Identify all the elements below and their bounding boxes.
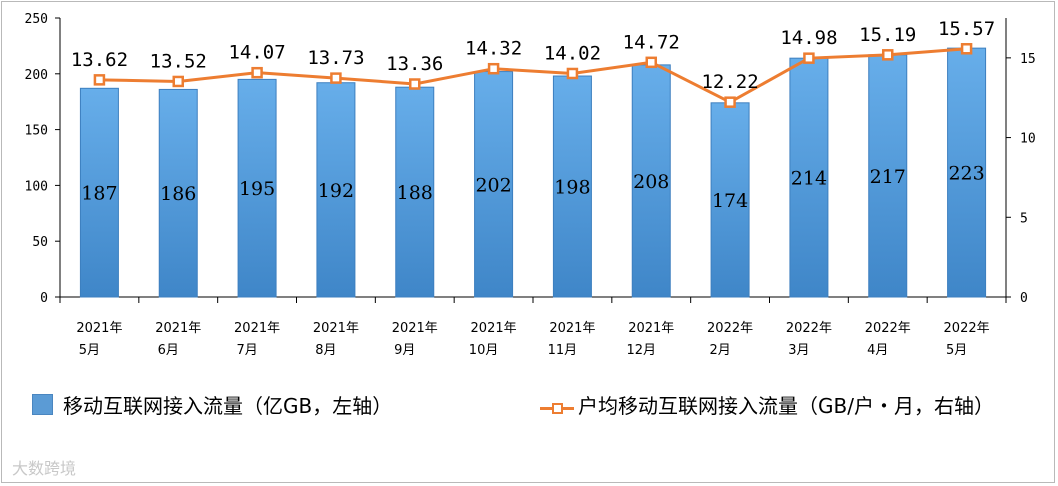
y-left-tick-label: 250 [25, 12, 48, 27]
line-value-label: 14.32 [465, 38, 522, 60]
line-value-label: 13.52 [150, 50, 207, 72]
x-category-label: 2021年 10月 [469, 321, 517, 358]
line-value-label: 14.02 [544, 42, 601, 64]
bar-value-label: 217 [870, 166, 906, 188]
y-left-tick-label: 150 [25, 124, 48, 139]
line-value-label: 14.98 [780, 27, 837, 49]
y-right-tick-label: 5 [1020, 211, 1028, 226]
bar [552, 75, 592, 298]
y-left-tick-label: 0 [40, 291, 48, 306]
y-left-tick-label: 50 [32, 235, 48, 250]
x-category-label: 2021年 5月 [76, 321, 122, 358]
line-point [566, 67, 579, 80]
line-point [487, 62, 500, 75]
line-value-label: 14.07 [228, 42, 285, 64]
legend-item-line: 户均移动互联网接入流量（GB/户・月，右轴） [540, 390, 1020, 422]
bar-value-label: 208 [633, 171, 669, 193]
x-category-label: 2022年 2月 [707, 321, 753, 358]
bar-value-label: 192 [318, 180, 354, 202]
legend-bar-label: 移动互联网接入流量（亿GB，左轴） [63, 394, 393, 418]
legend-item-bar: 移动互联网接入流量（亿GB，左轴） [32, 390, 392, 419]
line-value-label: 13.36 [386, 53, 443, 75]
y-left-tick-label: 100 [25, 179, 48, 194]
legend-bar-swatch [32, 394, 53, 415]
line-value-label: 12.22 [701, 71, 758, 93]
bar [789, 57, 829, 298]
line-point [330, 72, 342, 84]
bar-value-label: 174 [712, 190, 748, 212]
y-right-tick-label: 0 [1020, 291, 1028, 306]
x-category-label: 2021年 11月 [548, 321, 596, 358]
bar [474, 71, 514, 298]
y-left-tick-label: 200 [25, 68, 48, 83]
x-category-label: 2022年 3月 [786, 321, 832, 358]
line-value-label: 13.73 [307, 47, 364, 69]
x-category-label: 2021年 6月 [155, 321, 201, 358]
legend-line-label: 户均移动互联网接入流量（GB/户・月，右轴） [578, 394, 994, 418]
x-category-label: 2021年 8月 [313, 321, 359, 358]
bar-value-label: 214 [791, 168, 827, 190]
x-category-label: 2022年 4月 [865, 321, 911, 358]
bar [947, 47, 987, 298]
bar-value-label: 188 [397, 182, 433, 204]
line-series-path [99, 47, 967, 104]
bar [868, 54, 908, 298]
bar [79, 87, 119, 298]
bar-value-label: 223 [948, 163, 984, 185]
line-point [724, 96, 736, 108]
bar [316, 82, 356, 298]
line-point [93, 74, 106, 86]
watermark: 大数跨境 [12, 459, 77, 478]
bar-value-label: 186 [160, 183, 196, 205]
bar-value-label: 187 [81, 183, 117, 205]
x-category-label: 2021年 7月 [234, 321, 280, 358]
line-point [960, 43, 973, 55]
line-point [409, 78, 421, 90]
line-point [645, 56, 657, 69]
line-point [251, 66, 263, 79]
y-right-tick-label: 15 [1020, 52, 1036, 67]
line-value-label: 15.19 [859, 24, 916, 46]
line-point [172, 75, 184, 88]
x-category-label: 2021年 12月 [626, 321, 674, 358]
line-value-label: 14.72 [623, 31, 680, 53]
bar-value-label: 195 [239, 178, 275, 200]
bar [631, 64, 671, 298]
x-category-label: 2021年 9月 [392, 321, 438, 358]
legend-line-marker [540, 402, 574, 414]
line-value-label: 15.57 [938, 18, 995, 40]
bar-value-label: 198 [554, 177, 590, 199]
line-value-label: 13.62 [71, 49, 128, 71]
bar-value-label: 202 [475, 174, 511, 196]
bar [158, 88, 198, 298]
y-right-tick-label: 10 [1020, 132, 1036, 147]
line-point [882, 49, 894, 61]
line-point [803, 52, 815, 64]
bar [710, 102, 750, 298]
bar [237, 78, 277, 298]
x-category-label: 2022年 5月 [944, 321, 990, 358]
